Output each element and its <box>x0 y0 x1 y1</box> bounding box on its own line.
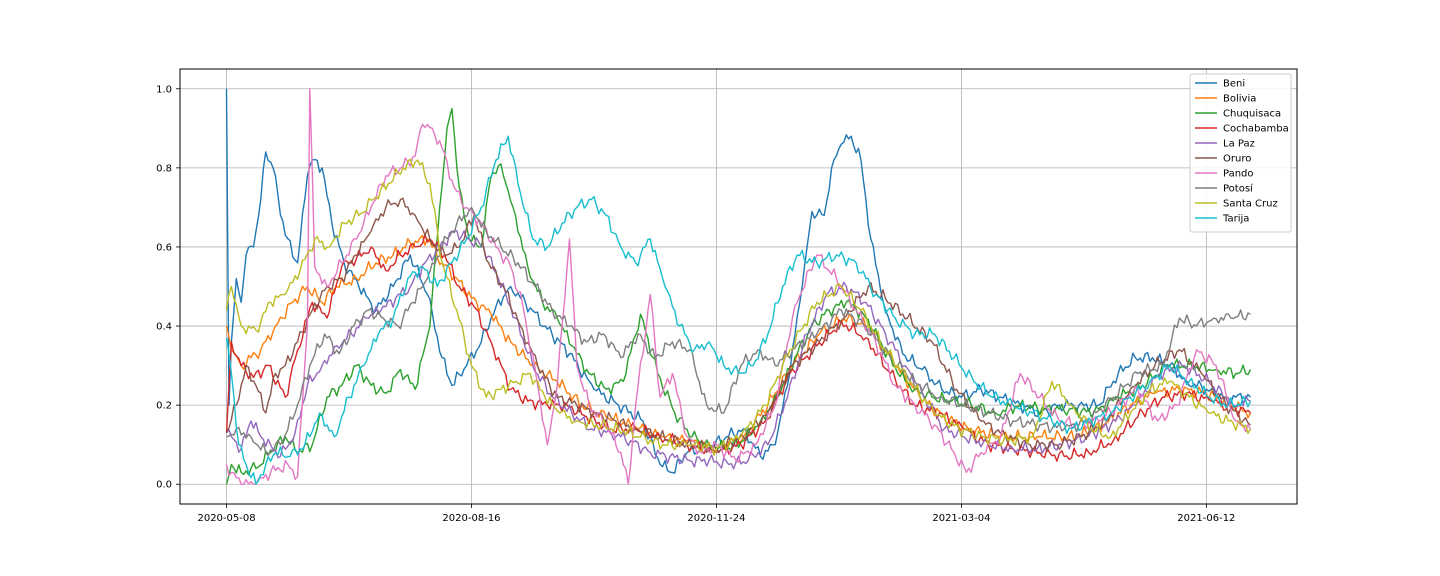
x-tick-label: 2020-08-16 <box>442 513 500 524</box>
grid <box>180 69 1297 504</box>
series-line-santa-cruz <box>225 158 1252 456</box>
legend-label: Cochabamba <box>1223 124 1289 135</box>
legend-label: Beni <box>1223 79 1245 90</box>
legend-label: Santa Cruz <box>1223 199 1278 210</box>
y-tick-label: 0.6 <box>156 242 172 253</box>
legend-label: Bolivia <box>1223 94 1256 105</box>
x-tick-label: 2021-03-04 <box>932 513 990 524</box>
y-tick-label: 0.8 <box>156 163 172 174</box>
legend-label: Pando <box>1223 169 1254 180</box>
y-axis: 0.0 0.2 0.4 0.6 0.8 1.0 <box>156 84 180 491</box>
series-line-cochabamba <box>225 233 1252 462</box>
legend-label: Chuquisaca <box>1223 109 1281 120</box>
series-line-oruro <box>225 197 1251 454</box>
y-tick-label: 0.2 <box>156 401 172 412</box>
series-line-beni <box>225 88 1252 474</box>
legend-label: Tarija <box>1222 214 1249 225</box>
legend: Beni Bolivia Chuquisaca Cochabamba La Paz Oru… <box>1189 73 1292 233</box>
y-tick-label: 1.0 <box>156 84 172 95</box>
legend-label: La Paz <box>1223 139 1255 150</box>
x-axis: 2020-05-08 2020-08-16 2020-11-24 2021-03-04… <box>197 504 1235 524</box>
series-line-la-paz <box>225 229 1251 470</box>
series-layer <box>225 88 1252 485</box>
legend-label: Oruro <box>1223 154 1251 165</box>
y-tick-label: 0.4 <box>156 322 172 333</box>
x-tick-label: 2021-06-12 <box>1177 513 1235 524</box>
legend-label: Potosí <box>1223 183 1254 195</box>
x-tick-label: 2020-05-08 <box>197 513 255 524</box>
y-tick-label: 0.0 <box>156 480 172 491</box>
axes-frame <box>179 68 1298 505</box>
series-line-tarija <box>225 135 1252 485</box>
x-tick-label: 2020-11-24 <box>687 513 745 524</box>
